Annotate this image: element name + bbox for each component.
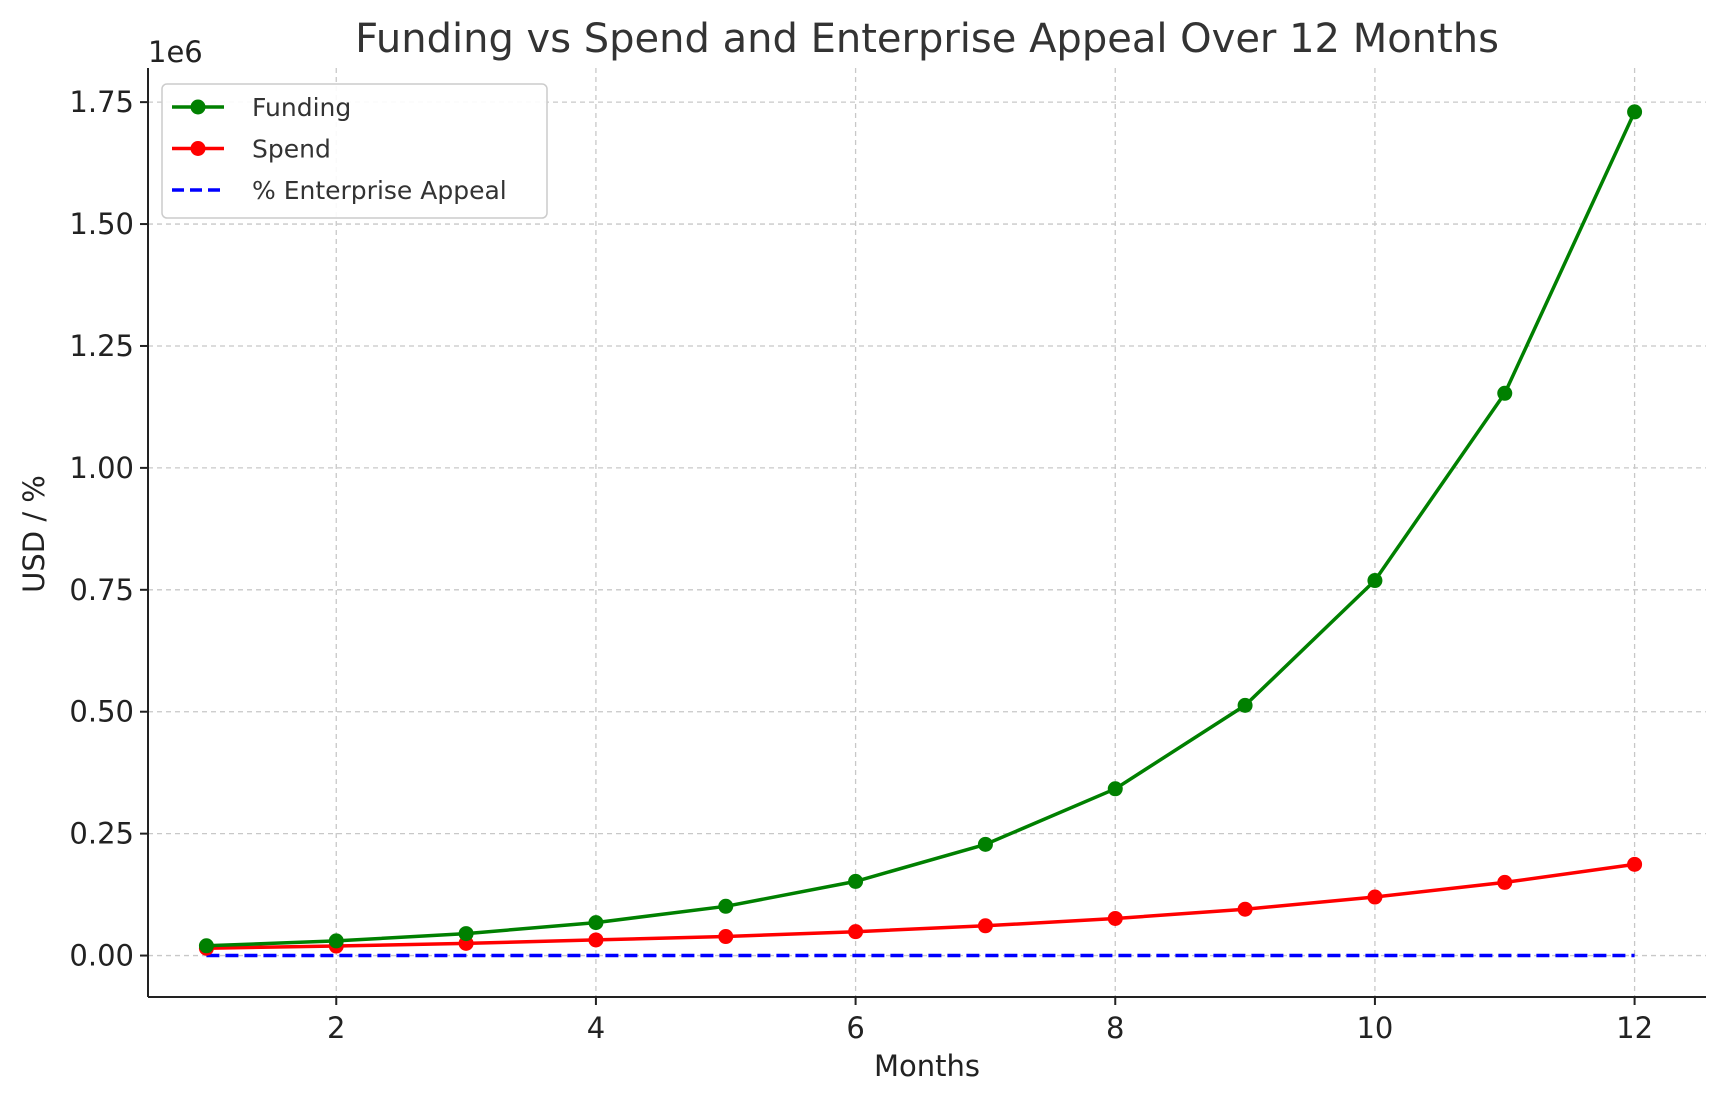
data-point-spend [1107,910,1123,926]
data-point-funding [458,926,474,942]
x-tick-label: 2 [327,1011,345,1045]
series-spend [198,856,1643,956]
legend-items: Funding Spend % Enterprise Appeal [172,93,507,205]
y-tick-label: 0.75 [69,573,134,607]
axes [147,68,1706,998]
legend-label-spend: Spend [252,135,331,164]
data-point-funding [1497,385,1513,401]
data-point-spend [977,918,993,934]
series-line-spend [206,862,1635,950]
x-axis-ticks: 2 4 6 8 10 12 [327,997,1653,1045]
y-tick-label: 0.50 [69,695,134,729]
series-funding [198,104,1643,954]
y-axis-ticks: 0.00 0.25 0.50 0.75 1.00 1.25 1.50 1.75 [69,85,148,973]
x-tick-label: 12 [1616,1011,1653,1045]
chart-title: Funding vs Spend and Enterprise Appeal O… [355,16,1499,62]
legend-label-enterprise-appeal: % Enterprise Appeal [252,176,507,205]
data-point-spend [1627,856,1643,872]
y-tick-label: 1.75 [69,85,134,119]
y-tick-label: 1.25 [69,329,134,363]
data-point-funding [848,873,864,889]
data-point-spend [718,929,734,945]
series-layer [198,104,1643,958]
data-point-spend [1237,901,1253,917]
x-tick-label: 4 [587,1011,605,1045]
legend-box [161,83,548,219]
data-point-spend [1497,874,1513,890]
y-tick-label: 1.00 [69,451,134,485]
data-point-funding [1107,781,1123,797]
data-point-spend [1367,889,1383,905]
data-point-funding [1627,104,1643,120]
y-tick-label: 0.25 [69,817,134,851]
data-point-spend [588,932,604,948]
legend-item-enterprise-appeal: % Enterprise Appeal [172,176,507,205]
x-tick-label: 10 [1356,1011,1393,1045]
y-tick-label: 1.50 [69,207,134,241]
y-axis-offset-label: 1e6 [148,35,203,69]
data-point-funding [1367,573,1383,589]
legend-marker-funding [190,99,206,115]
data-point-funding [198,938,214,954]
x-axis-label: Months [874,1049,980,1083]
data-point-funding [1237,697,1253,713]
legend-label-funding: Funding [252,93,351,122]
legend-item-spend: Spend [172,135,331,164]
legend-marker-spend [190,141,206,156]
x-tick-label: 6 [846,1011,864,1045]
legend-item-funding: Funding [172,93,351,122]
data-point-funding [588,915,604,931]
data-point-funding [718,898,734,914]
data-point-funding [328,933,344,949]
data-point-funding [977,836,993,852]
legend: Funding Spend % Enterprise Appeal [161,83,548,219]
series-line-funding [206,111,1637,948]
y-tick-label: 0.00 [69,939,134,973]
x-tick-label: 8 [1106,1011,1124,1045]
y-axis-label: USD / % [17,475,51,593]
data-point-spend [848,924,864,940]
